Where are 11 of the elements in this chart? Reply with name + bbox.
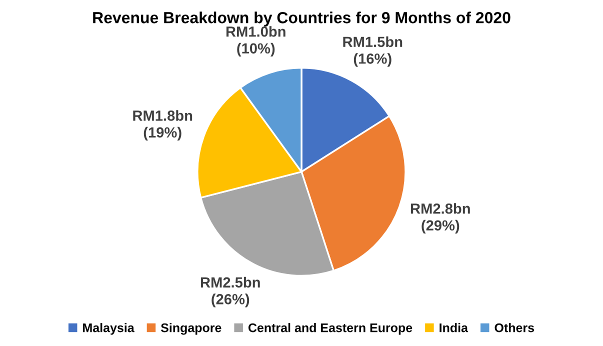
- legend-label: Singapore: [160, 323, 222, 335]
- chart-title: Revenue Breakdown by Countries for 9 Months of 2020: [93, 12, 510, 26]
- data-label: RM2.5bn (26%): [200, 276, 260, 308]
- data-label: RM1.8bn (19%): [133, 110, 192, 140]
- data-label: RM1.5bn (16%): [343, 36, 402, 67]
- legend-label: Malaysia: [83, 323, 134, 335]
- legend-label: Central and Eastern Europe: [248, 323, 412, 335]
- data-label: RM1.0bn (10%): [226, 26, 286, 56]
- legend-label: Others: [494, 323, 534, 332]
- legend-label: India: [440, 323, 468, 332]
- data-label: RM2.8bn (29%): [411, 203, 470, 234]
